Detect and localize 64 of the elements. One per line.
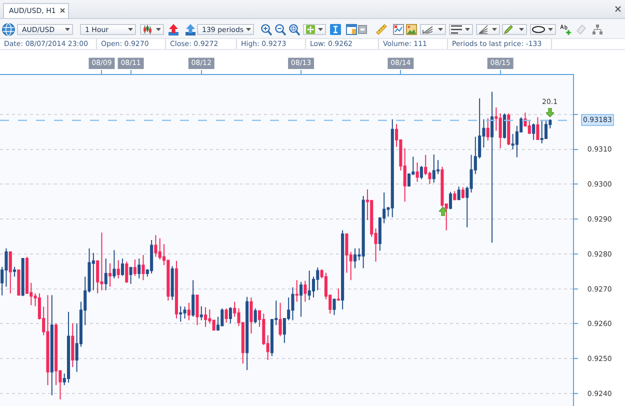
candlestick bbox=[278, 302, 282, 337]
candlestick bbox=[254, 308, 257, 324]
candlestick bbox=[336, 288, 340, 302]
candlestick bbox=[170, 266, 174, 300]
candlestick bbox=[390, 118, 394, 218]
candlestick bbox=[17, 269, 20, 296]
candlestick bbox=[507, 112, 510, 146]
candlestick bbox=[179, 306, 182, 322]
candlestick bbox=[129, 266, 132, 284]
candlestick bbox=[116, 260, 120, 279]
candlestick bbox=[332, 298, 336, 316]
candlestick bbox=[457, 186, 460, 201]
candlestick bbox=[204, 306, 208, 328]
candlestick bbox=[416, 162, 419, 182]
candlestick bbox=[196, 294, 199, 326]
candlestick bbox=[461, 186, 464, 199]
candlestick bbox=[21, 258, 24, 297]
candlestick bbox=[295, 280, 298, 302]
candlestick bbox=[486, 118, 490, 142]
candlestick bbox=[187, 302, 190, 321]
candlestick bbox=[532, 122, 536, 140]
candlestick bbox=[544, 120, 548, 140]
candlestick bbox=[192, 280, 195, 318]
candlestick bbox=[353, 248, 357, 269]
candlestick bbox=[133, 259, 136, 276]
candlestick bbox=[250, 297, 253, 334]
candlestick bbox=[291, 286, 294, 321]
candlestick bbox=[154, 234, 158, 258]
candlestick bbox=[432, 154, 436, 184]
candlestick bbox=[183, 306, 186, 319]
candlestick bbox=[304, 280, 307, 302]
candlestick bbox=[125, 261, 128, 284]
candlestick bbox=[104, 258, 108, 291]
candlestick bbox=[8, 251, 12, 294]
candlestick bbox=[448, 191, 452, 210]
candlestick bbox=[138, 258, 141, 279]
candlestick bbox=[200, 306, 203, 321]
candlestick bbox=[120, 258, 124, 276]
candlestick bbox=[228, 306, 232, 324]
candlestick bbox=[108, 262, 112, 288]
candlestick bbox=[100, 232, 104, 291]
candlestick bbox=[174, 260, 178, 319]
candlestick bbox=[150, 239, 154, 274]
candlestick bbox=[46, 294, 50, 386]
candlestick bbox=[224, 308, 228, 324]
candlestick bbox=[536, 116, 540, 140]
candlestick bbox=[220, 308, 224, 327]
candlestick bbox=[112, 250, 116, 279]
candlestick bbox=[50, 294, 54, 396]
candlestick bbox=[502, 112, 506, 139]
candlestick bbox=[142, 254, 145, 281]
candlestick bbox=[362, 196, 365, 269]
candlestick bbox=[453, 190, 456, 202]
candlestick bbox=[420, 166, 423, 180]
candlestick bbox=[308, 270, 311, 300]
candlestick bbox=[66, 311, 70, 384]
candlestick bbox=[540, 120, 544, 144]
candlestick bbox=[490, 91, 494, 244]
candlestick bbox=[92, 252, 95, 291]
candlestick bbox=[341, 230, 344, 310]
candlestick bbox=[246, 296, 249, 371]
candlestick bbox=[13, 266, 16, 278]
candlestick bbox=[300, 281, 303, 318]
candlestick bbox=[71, 322, 74, 368]
